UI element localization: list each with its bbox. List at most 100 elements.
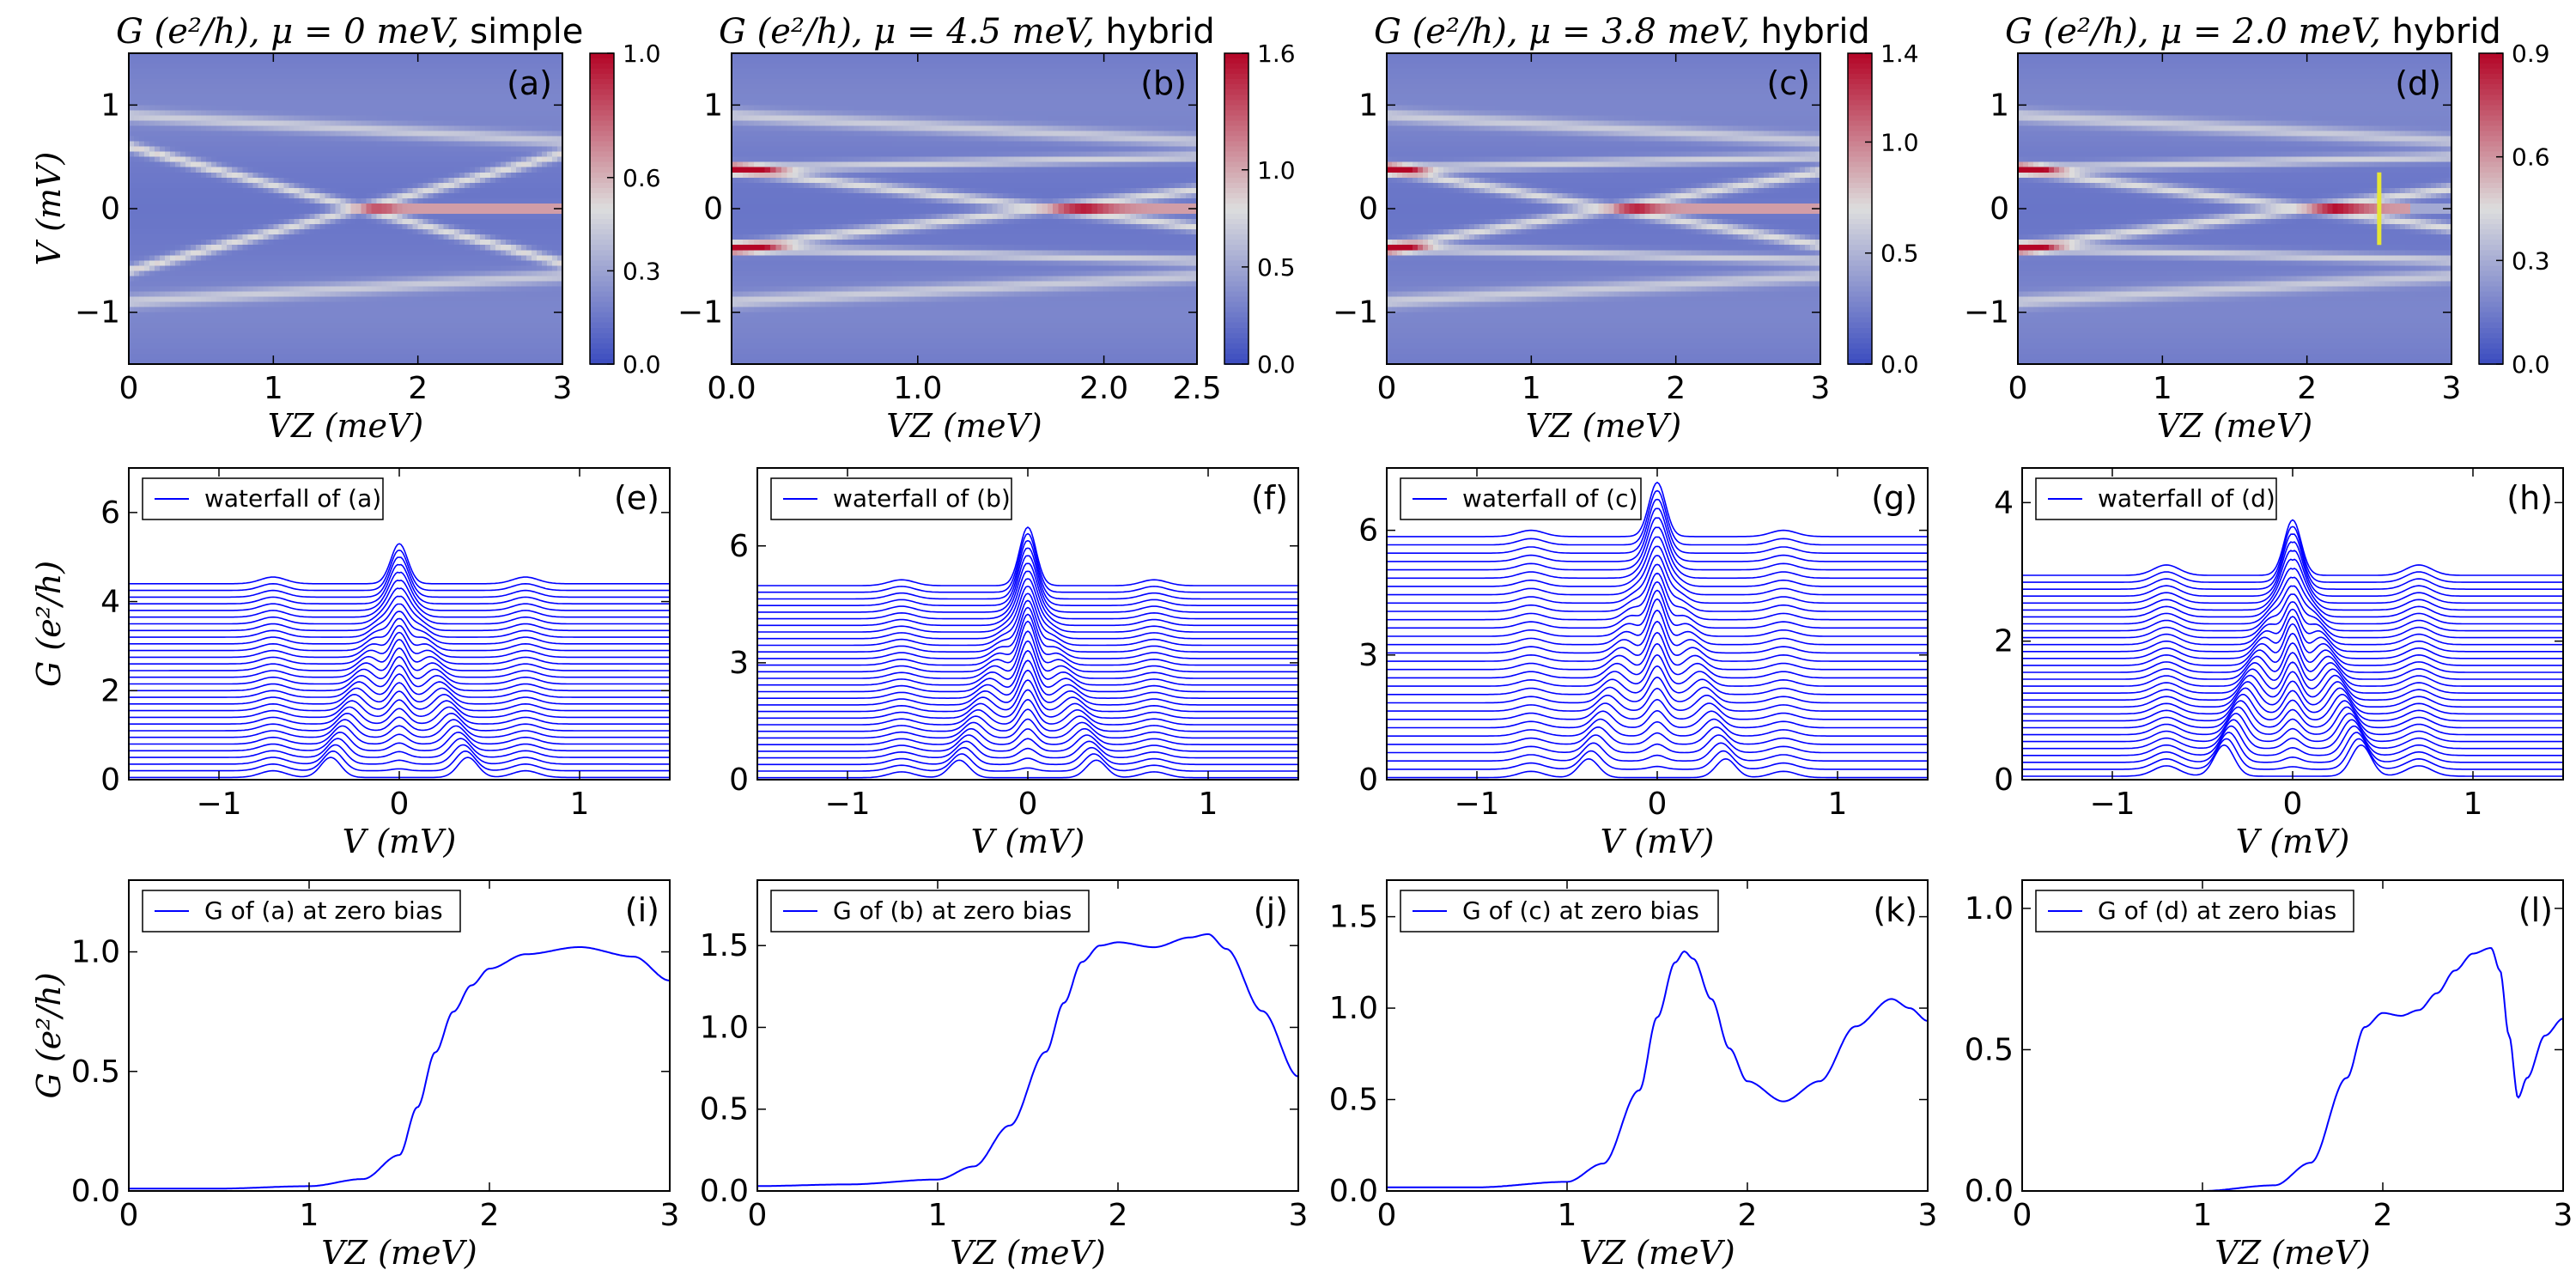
heatmap-cell xyxy=(263,156,269,163)
heatmap-cell xyxy=(489,270,496,277)
heatmap-cell xyxy=(232,312,238,319)
heatmap-cell xyxy=(546,270,553,277)
heatmap-cell xyxy=(273,255,279,261)
heatmap-cell xyxy=(484,125,491,132)
heatmap-cell xyxy=(139,245,145,251)
heatmap-cell xyxy=(139,312,145,319)
heatmap-cell xyxy=(526,172,532,179)
heatmap-cell xyxy=(340,141,347,148)
heatmap-cell xyxy=(355,234,362,240)
heatmap-cell xyxy=(201,281,207,288)
heatmap-cell xyxy=(376,317,383,324)
heatmap-cell xyxy=(258,192,264,199)
heatmap-cell xyxy=(386,270,393,277)
heatmap-cell xyxy=(175,250,181,256)
heatmap-cell xyxy=(536,192,543,199)
heatmap-cell xyxy=(546,74,553,80)
heatmap-cell xyxy=(428,74,434,80)
heatmap-cell xyxy=(160,240,166,246)
heatmap-cell xyxy=(495,245,501,251)
heatmap-cell xyxy=(278,276,284,283)
heatmap-cell xyxy=(536,74,543,80)
heatmap-cell xyxy=(252,182,258,189)
heatmap-cell xyxy=(319,296,326,303)
heatmap-cell xyxy=(443,286,450,293)
heatmap-cell xyxy=(309,260,316,266)
heatmap-cell xyxy=(155,245,161,251)
heatmap-cell xyxy=(495,156,501,163)
heatmap-cell xyxy=(464,182,471,189)
heatmap-cell xyxy=(165,291,171,298)
heatmap-cell xyxy=(201,203,207,210)
heatmap-cell xyxy=(381,327,388,334)
heatmap-cell xyxy=(459,146,465,153)
heatmap-cell xyxy=(433,192,440,199)
heatmap-cell xyxy=(273,74,279,80)
heatmap-cell xyxy=(350,125,357,132)
heatmap-cell xyxy=(134,125,140,132)
heatmap-cell xyxy=(216,281,222,288)
heatmap-cell xyxy=(412,167,419,173)
heatmap-cell xyxy=(309,120,316,127)
heatmap-cell xyxy=(489,265,496,271)
heatmap-cell xyxy=(263,250,269,256)
heatmap-cell xyxy=(196,53,202,59)
heatmap-cell xyxy=(350,105,357,111)
heatmap-cell xyxy=(355,84,362,90)
heatmap-cell xyxy=(129,161,135,168)
heatmap-cell xyxy=(180,296,186,303)
heatmap-cell xyxy=(438,110,445,116)
heatmap-cell xyxy=(242,209,248,215)
heatmap-cell xyxy=(319,301,326,308)
heatmap-cell xyxy=(144,136,150,143)
heatmap-cell xyxy=(211,358,217,365)
heatmap-cell xyxy=(520,89,527,95)
heatmap-cell xyxy=(222,245,228,251)
heatmap-cell xyxy=(273,187,279,194)
heatmap-cell xyxy=(289,322,295,329)
heatmap-cell xyxy=(252,265,258,271)
heatmap-cell xyxy=(299,260,305,266)
heatmap-cell xyxy=(417,94,424,100)
heatmap-cell xyxy=(438,167,445,173)
heatmap-cell xyxy=(144,281,150,288)
heatmap-cell xyxy=(459,332,465,339)
heatmap-cell xyxy=(520,250,527,256)
heatmap-cell xyxy=(314,296,321,303)
heatmap-cell xyxy=(500,307,507,313)
heatmap-cell xyxy=(500,234,507,240)
heatmap-cell xyxy=(283,172,289,179)
heatmap-cell xyxy=(536,120,543,127)
heatmap-cell xyxy=(366,296,373,303)
heatmap-cell xyxy=(319,94,326,100)
heatmap-cell xyxy=(422,100,429,106)
heatmap-cell xyxy=(129,115,135,122)
heatmap-cell xyxy=(366,209,373,215)
heatmap-cell xyxy=(546,84,553,90)
heatmap-cell xyxy=(273,192,279,199)
heatmap-cell xyxy=(134,110,140,116)
heatmap-cell xyxy=(459,348,465,355)
heatmap-cell xyxy=(520,343,527,349)
heatmap-cell xyxy=(227,151,233,158)
heatmap-cell xyxy=(289,281,295,288)
heatmap-cell xyxy=(433,136,440,143)
heatmap-cell xyxy=(515,146,522,153)
heatmap-cell xyxy=(273,167,279,173)
heatmap-cell xyxy=(175,115,181,122)
heatmap-cell xyxy=(515,301,522,308)
heatmap-cell xyxy=(134,177,140,184)
heatmap-cell xyxy=(422,131,429,137)
heatmap-cell xyxy=(495,281,501,288)
heatmap-cell xyxy=(479,64,486,70)
heatmap-cell xyxy=(407,79,414,85)
heatmap-cell xyxy=(412,332,419,339)
heatmap-cell xyxy=(258,240,264,246)
heatmap-cell xyxy=(227,105,233,111)
heatmap-cell xyxy=(206,89,212,95)
heatmap-cell xyxy=(453,219,460,225)
heatmap-cell xyxy=(206,84,212,90)
heatmap-cell xyxy=(500,84,507,90)
heatmap-cell xyxy=(314,125,321,132)
heatmap-cell xyxy=(526,125,532,132)
